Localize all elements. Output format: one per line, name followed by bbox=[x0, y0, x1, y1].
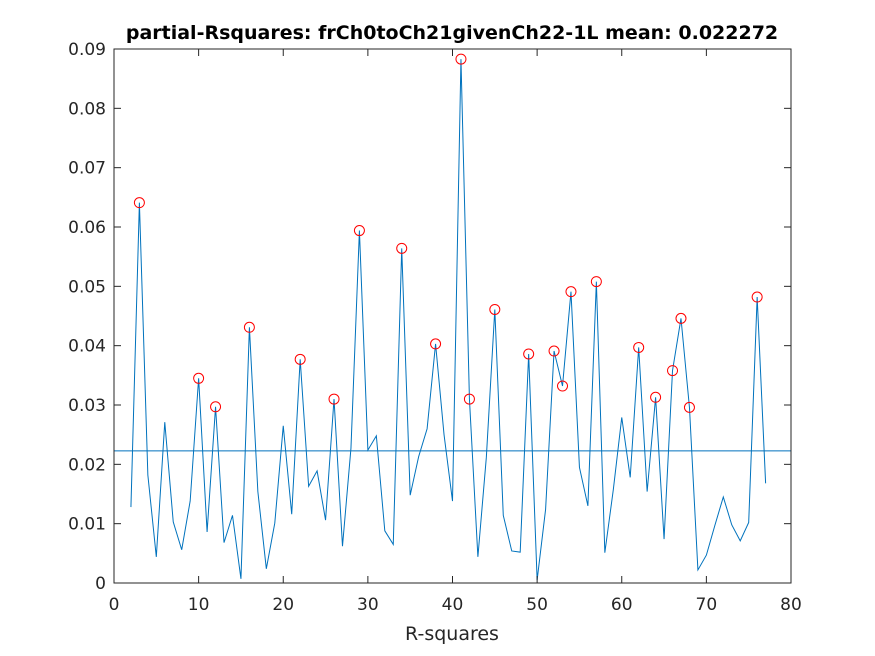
peak-marker bbox=[353, 225, 365, 237]
peak-marker bbox=[683, 401, 695, 413]
y-tick-label: 0.09 bbox=[68, 40, 106, 60]
peak-marker bbox=[565, 286, 577, 298]
peak-marker bbox=[328, 393, 340, 405]
x-tick-label: 60 bbox=[611, 595, 633, 615]
peak-marker bbox=[243, 321, 255, 333]
x-tick-label: 10 bbox=[188, 595, 210, 615]
x-tick-label: 50 bbox=[526, 595, 548, 615]
chart-title: partial-Rsquares: frCh0toCh21givenCh22-1… bbox=[126, 22, 778, 44]
peak-marker bbox=[294, 353, 306, 365]
y-tick-label: 0.07 bbox=[68, 159, 106, 179]
y-tick-label: 0.03 bbox=[68, 396, 106, 416]
y-tick-label: 0.05 bbox=[68, 277, 106, 297]
peak-marker bbox=[590, 276, 602, 288]
peak-marker bbox=[396, 242, 408, 254]
peak-marker bbox=[667, 365, 679, 377]
peak-marker bbox=[210, 401, 222, 413]
peak-marker bbox=[463, 393, 475, 405]
y-tick-label: 0.04 bbox=[68, 337, 106, 357]
y-tick-label: 0.01 bbox=[68, 515, 106, 535]
peak-marker bbox=[133, 197, 145, 209]
peak-marker bbox=[633, 341, 645, 353]
peak-marker bbox=[455, 53, 467, 65]
peak-marker bbox=[430, 338, 442, 350]
x-tick-label: 80 bbox=[780, 595, 802, 615]
x-tick-label: 30 bbox=[357, 595, 379, 615]
peak-marker bbox=[557, 380, 569, 392]
y-tick-label: 0.08 bbox=[68, 99, 106, 119]
x-tick-label: 20 bbox=[272, 595, 294, 615]
y-tick-label: 0.02 bbox=[68, 455, 106, 475]
peak-marker bbox=[548, 345, 560, 357]
x-tick-label: 0 bbox=[109, 595, 120, 615]
peak-marker bbox=[675, 312, 687, 324]
peak-marker bbox=[751, 291, 763, 303]
y-tick-label: 0 bbox=[95, 574, 106, 594]
x-tick-label: 40 bbox=[442, 595, 464, 615]
plot-area: 0 10 20 30 40 50 60 70 80 0 0.01 0.02 0.03 0.04 0.05 0.… bbox=[68, 40, 802, 615]
x-tick-label: 70 bbox=[696, 595, 718, 615]
peak-marker bbox=[650, 391, 662, 403]
peak-marker bbox=[489, 303, 501, 315]
plot-background bbox=[114, 49, 791, 583]
peak-marker bbox=[523, 348, 535, 360]
series-line bbox=[130, 59, 767, 581]
x-axis-label: R-squares bbox=[405, 623, 499, 645]
peak-marker bbox=[193, 372, 205, 384]
y-tick-label: 0.06 bbox=[68, 218, 106, 238]
